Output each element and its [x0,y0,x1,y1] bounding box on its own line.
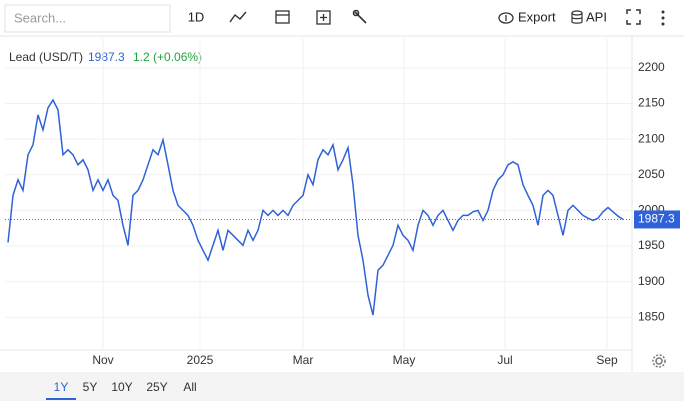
menu-icon[interactable] [661,10,665,26]
x-tick-label: 2025 [187,353,214,367]
search-box[interactable] [4,4,171,33]
settings-icon[interactable] [652,354,666,368]
x-tick-label: May [393,353,416,367]
chart-type-icon[interactable] [229,11,247,23]
export-button[interactable]: Export [518,9,556,24]
range-button[interactable]: All [183,380,196,394]
line-series [7,98,624,316]
y-tick-label: 1950 [638,238,665,252]
y-tick-label: 2050 [638,167,665,181]
x-tick-label: Sep [596,353,618,367]
x-tick-label: Jul [497,353,512,367]
calendar-icon[interactable] [275,10,290,24]
tools-icon[interactable] [352,9,367,24]
range-bar [0,372,684,401]
search-placeholder[interactable]: Search... [14,10,66,25]
y-tick-label: 1850 [638,309,665,323]
last-value-badge-label: 1987.3 [638,212,675,226]
api-button[interactable]: API [586,9,607,24]
range-button[interactable]: 1Y [54,380,69,394]
series-name: Lead (USD/T) [9,50,83,64]
range-button[interactable]: 10Y [111,380,132,394]
add-icon[interactable] [316,10,331,25]
fullscreen-icon[interactable] [626,9,641,25]
x-tick-label: Nov [92,353,113,367]
interval-button[interactable]: 1D [188,9,205,24]
y-tick-label: 1900 [638,274,665,288]
last-value-badge [634,210,680,229]
last-value: 1987.3 [88,50,125,64]
y-tick-label: 2150 [638,96,665,110]
range-button[interactable]: 5Y [83,380,98,394]
x-tick-label: Mar [293,353,314,367]
export-icon[interactable] [498,12,514,24]
range-button[interactable]: 25Y [146,380,167,394]
change: 1.2 (+0.06%) [133,50,202,64]
y-tick-label: 2100 [638,131,665,145]
api-icon[interactable] [571,10,583,24]
y-tick-label: 2200 [638,60,665,74]
